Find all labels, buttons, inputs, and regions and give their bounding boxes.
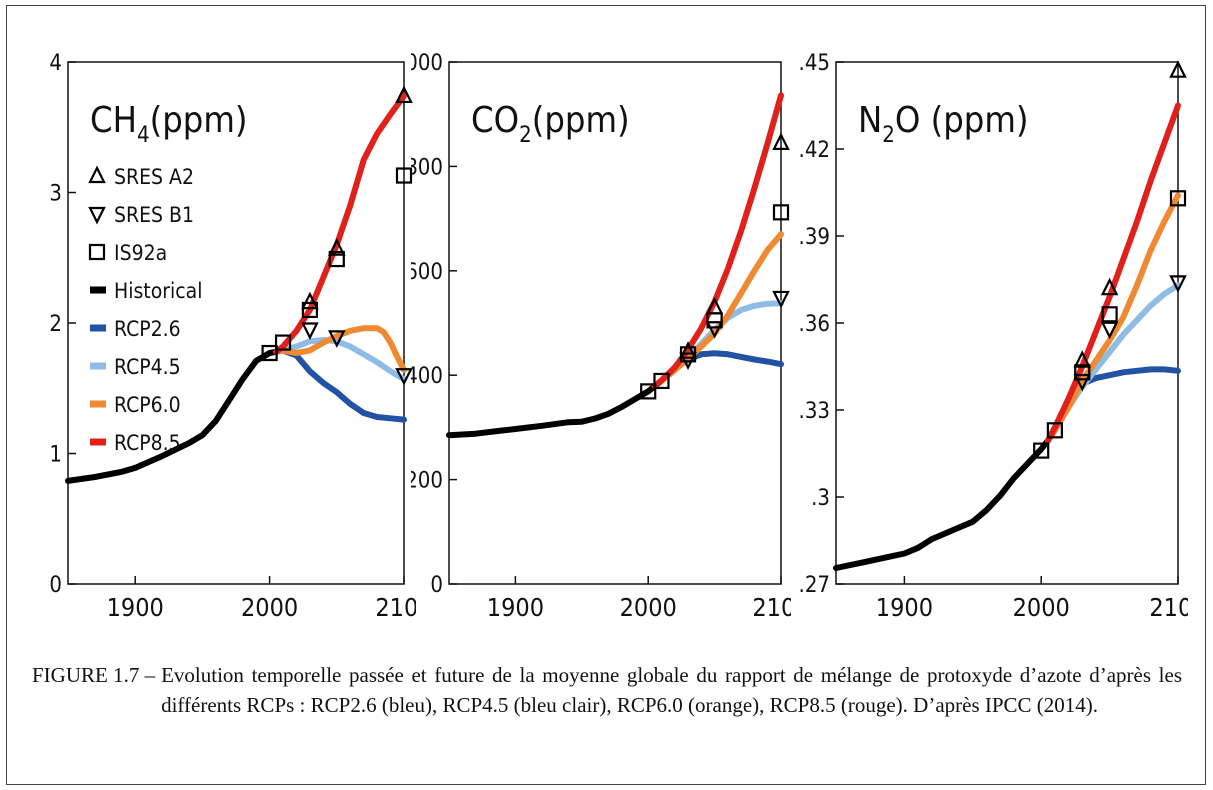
- marker-observation: [261, 344, 278, 362]
- x-tick-label: 1900: [107, 593, 164, 622]
- y-tick-label: 0: [430, 573, 443, 598]
- y-tick-label: 1000: [411, 51, 443, 76]
- x-tick-label: 1900: [876, 593, 933, 622]
- marker-sres-b1: [395, 368, 413, 386]
- marker-sres-a2: [1169, 60, 1187, 78]
- marker-sres-a2: [1100, 277, 1119, 296]
- y-tick-label: 1: [49, 443, 62, 468]
- marker-sres-b1: [1169, 275, 1187, 293]
- marker-observation: [653, 372, 670, 390]
- y-tick-label: 2: [49, 312, 62, 337]
- marker-sres-b1: [1073, 373, 1092, 392]
- marker-is92a: [1101, 306, 1118, 323]
- chart-co2: 0 200 400 600 800 1000 1900 2000 2100 CO2(ppm): [393, 51, 810, 622]
- series-line-historical: [833, 437, 1051, 571]
- series-line-rcp8-5: [651, 92, 784, 390]
- legend-label-sres-a2: SRES A2: [114, 165, 194, 189]
- x-tick-label: 2000: [241, 593, 298, 622]
- x-tick-label: 2100: [752, 593, 791, 622]
- y-tick-label: 800: [411, 155, 443, 180]
- chart-title: CH4(ppm): [90, 100, 248, 148]
- series-line-historical: [65, 348, 280, 484]
- marker-sres-b1: [1100, 321, 1119, 340]
- legend-label-sres-b1: SRES B1: [114, 203, 194, 227]
- chart-panel-ch4: 0 1 2 3 4 1900 2000 2100 CH4(ppm) SRES A2 SRES B1 I…: [32, 50, 432, 650]
- y-tick-label: .45: [799, 51, 830, 76]
- legend-label-rcp2-6: RCP2.6: [114, 317, 181, 341]
- chart-panel-co2: 0 200 400 600 800 1000 1900 2000 2100 CO2(ppm): [393, 50, 810, 650]
- x-tick-label: 2100: [375, 593, 416, 622]
- y-tick-label: 3: [49, 182, 62, 207]
- marker-is92a: [772, 204, 790, 221]
- series-line-rcp4-5: [1045, 282, 1181, 444]
- marker-is92a: [328, 250, 345, 268]
- y-tick-label: .42: [799, 138, 830, 163]
- x-tick-label: 2100: [1149, 593, 1188, 622]
- caption-text: Evolution temporelle passée et future de…: [161, 663, 1182, 717]
- marker-sres-a2: [395, 85, 413, 104]
- chart-title: N2O (ppm): [858, 100, 1029, 148]
- series-line-rcp8-5: [273, 92, 407, 355]
- marker-is92a: [395, 167, 413, 184]
- marker-is92a: [679, 346, 697, 363]
- figure-caption: FIGURE 1.7 – Evolution temporelle passée…: [32, 660, 1182, 720]
- legend-marker-sres-b1: [88, 206, 106, 225]
- y-tick-label: 400: [411, 364, 443, 389]
- series-line-historical: [446, 383, 658, 439]
- figure-frame: [6, 5, 1206, 785]
- legend-label-is92a: IS92a: [114, 241, 167, 265]
- series-line-rcp2-6: [273, 347, 407, 423]
- marker-sres-a2: [679, 341, 697, 359]
- y-tick-label: .36: [799, 312, 830, 337]
- plot-frame: [448, 61, 782, 585]
- marker-observation: [1046, 422, 1063, 439]
- marker-sres-a2: [328, 238, 346, 256]
- marker-sres-a2: [301, 291, 319, 310]
- y-tick-label: 4: [49, 51, 62, 76]
- chart-ch4: 0 1 2 3 4 1900 2000 2100 CH4(ppm) SRES A2 SRES B1 I…: [49, 51, 432, 622]
- legend-label-rcp8-5: RCP8.5: [114, 431, 181, 455]
- chart-panel-n2o: .27 .3 .33 .36 .39 .42 .45 1900 2000 2100 N2O (ppm…: [790, 50, 1207, 650]
- marker-is92a: [706, 312, 723, 329]
- marker-is92a: [301, 301, 319, 319]
- series-line-rcp6-0: [273, 325, 407, 373]
- y-tick-label: .33: [799, 399, 830, 424]
- series-line-rcp4-5: [273, 337, 407, 383]
- marker-observation: [640, 383, 657, 400]
- marker-sres-a2: [1073, 350, 1092, 368]
- y-tick-label: 0: [49, 573, 62, 598]
- marker-sres-b1: [772, 290, 790, 309]
- legend-marker-sres-a2: [88, 165, 106, 184]
- marker-sres-b1: [328, 330, 346, 348]
- marker-observation: [274, 334, 292, 351]
- marker-observation: [1033, 442, 1050, 459]
- caption-label: FIGURE 1.7 –: [32, 663, 156, 687]
- marker-sres-a2: [772, 132, 790, 151]
- y-tick-label: .27: [799, 573, 830, 598]
- marker-is92a: [1074, 364, 1091, 381]
- chart-n2o: .27 .3 .33 .36 .39 .42 .45 1900 2000 2100 N2O (ppm…: [799, 51, 1207, 622]
- x-tick-label: 2000: [620, 593, 677, 622]
- chart-title: CO2(ppm): [471, 100, 630, 148]
- x-tick-label: 2000: [1013, 593, 1070, 622]
- legend-label-rcp6-0: RCP6.0: [114, 393, 181, 417]
- legend-marker-is92a: [88, 243, 106, 261]
- legend-label-historical: Historical: [114, 279, 203, 303]
- y-tick-label: .3: [811, 486, 830, 511]
- series-line-rcp8-5: [1045, 102, 1181, 444]
- y-tick-label: 600: [411, 260, 443, 285]
- y-tick-label: 200: [411, 469, 443, 494]
- marker-sres-b1: [301, 322, 319, 340]
- marker-sres-b1: [705, 321, 724, 339]
- marker-is92a: [1169, 190, 1187, 207]
- y-tick-label: .39: [799, 225, 830, 250]
- x-tick-label: 1900: [487, 593, 544, 622]
- legend-label-rcp4-5: RCP4.5: [114, 355, 181, 379]
